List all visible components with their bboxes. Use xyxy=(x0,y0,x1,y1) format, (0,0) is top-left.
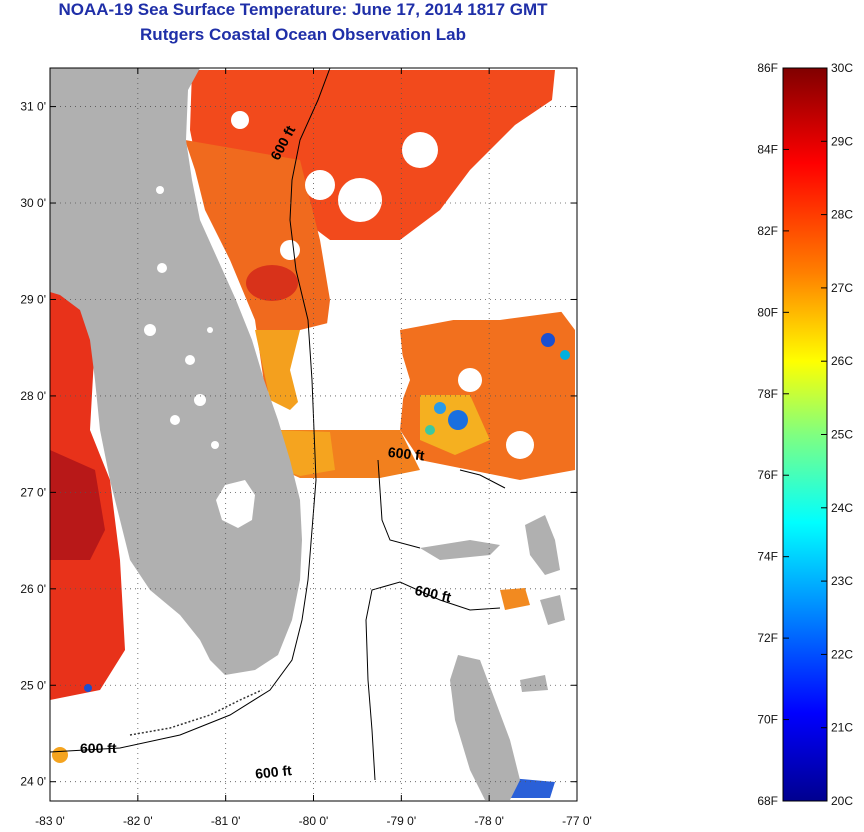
lon-tick-label: -83 0' xyxy=(35,814,65,828)
lat-tick-label: 28 0' xyxy=(20,389,46,403)
depth-contours xyxy=(50,68,506,781)
lat-tick-label: 27 0' xyxy=(20,485,46,499)
colorbar-f-label: 84F xyxy=(757,142,778,156)
contour-label: 600 ft xyxy=(254,762,292,782)
map-title: NOAA-19 Sea Surface Temperature: June 17… xyxy=(58,0,548,19)
colorbar-f-label: 82F xyxy=(757,224,778,238)
map-subtitle: Rutgers Coastal Ocean Observation Lab xyxy=(140,25,466,44)
cloud-mask-layer xyxy=(231,111,575,459)
colorbar-c-label: 28C xyxy=(831,208,853,222)
colorbar-c-label: 30C xyxy=(831,61,853,75)
lat-tick-label: 30 0' xyxy=(20,196,46,210)
lon-tick-label: -82 0' xyxy=(123,814,153,828)
inland-lakes xyxy=(144,186,219,449)
colorbar-f-label: 68F xyxy=(757,794,778,808)
colorbar-f-label: 80F xyxy=(757,305,778,319)
lon-tick-label: -78 0' xyxy=(474,814,504,828)
colorbar-f-label: 86F xyxy=(757,61,778,75)
axis-ticks: -83 0' -82 0' -81 0' -80 0' -79 0' -78 0' -77 … xyxy=(20,68,592,828)
colorbar-f-label: 74F xyxy=(757,550,778,564)
colorbar-c-label: 21C xyxy=(831,721,853,735)
colorbar-c-label: 23C xyxy=(831,574,853,588)
lat-tick-label: 31 0' xyxy=(20,100,46,114)
colorbar-c-label: 22C xyxy=(831,647,853,661)
lat-tick-label: 29 0' xyxy=(20,292,46,306)
grand-bahama-island xyxy=(420,540,500,560)
florida-keys xyxy=(129,689,263,736)
abaco-island xyxy=(525,515,560,575)
colorbar-c-label: 27C xyxy=(831,281,853,295)
colorbar-f-label: 76F xyxy=(757,468,778,482)
contour-label: 600 ft xyxy=(414,582,453,605)
colorbar-f-label: 70F xyxy=(757,713,778,727)
colorbar-labels: 86F 84F 82F 80F 78F 76F 74F 72F 70F 68F 30C 29C 28C 2… xyxy=(757,61,853,808)
colorbar xyxy=(782,67,828,802)
sst-data-layer xyxy=(50,70,575,798)
colorbar-c-label: 20C xyxy=(831,794,853,808)
lon-tick-label: -80 0' xyxy=(299,814,329,828)
lon-tick-label: -77 0' xyxy=(562,814,592,828)
lat-tick-label: 26 0' xyxy=(20,582,46,596)
colorbar-c-label: 26C xyxy=(831,354,853,368)
lat-tick-label: 25 0' xyxy=(20,678,46,692)
lat-tick-label: 24 0' xyxy=(20,775,46,789)
colorbar-c-label: 29C xyxy=(831,134,853,148)
colorbar-c-label: 24C xyxy=(831,501,853,515)
colorbar-f-label: 78F xyxy=(757,387,778,401)
lon-tick-label: -81 0' xyxy=(211,814,241,828)
contour-label: 600 ft xyxy=(387,444,425,464)
contour-label: 600 ft xyxy=(80,740,117,756)
colorbar-c-label: 25C xyxy=(831,428,853,442)
colorbar-f-label: 72F xyxy=(757,631,778,645)
andros-island xyxy=(450,655,520,800)
graticule xyxy=(50,68,577,801)
lon-tick-label: -79 0' xyxy=(387,814,417,828)
